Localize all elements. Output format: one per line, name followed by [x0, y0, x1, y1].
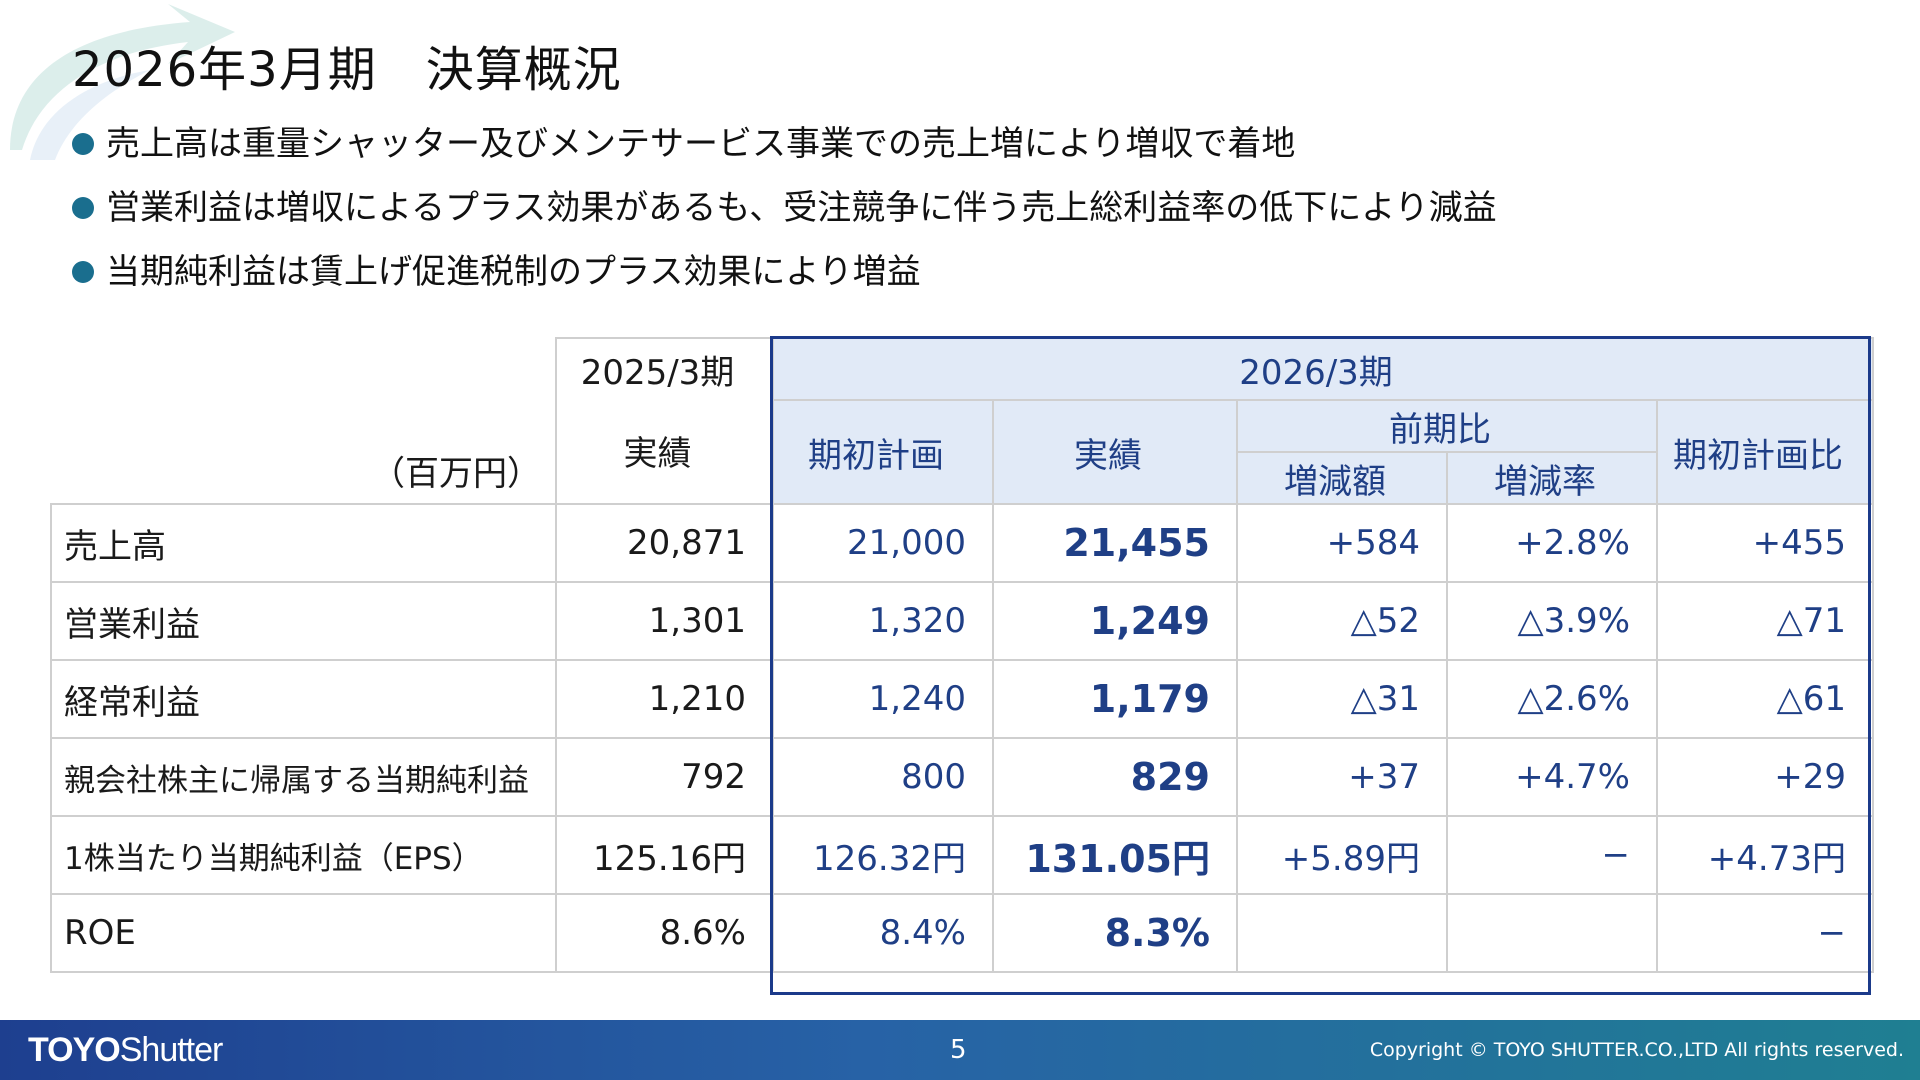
unit-cell: （百万円） — [51, 338, 557, 505]
plan-value: 8.4% — [772, 893, 994, 973]
prev-actual-value: 1,210 — [555, 659, 774, 739]
actual-value: 1,249 — [992, 581, 1238, 661]
prev-actual-value: 792 — [555, 737, 774, 817]
bullet-dot-icon — [72, 197, 94, 219]
actual-value: 8.3% — [992, 893, 1238, 973]
prev-period-header: 2025/3期 — [555, 337, 774, 400]
vs-plan-value: △61 — [1656, 659, 1874, 739]
page-title: 2026年3月期 決算概況 — [72, 42, 622, 98]
unit-label: （百万円） — [371, 454, 541, 494]
swoosh-decoration — [10, 4, 235, 160]
vs-plan-value: +29 — [1656, 737, 1874, 817]
prev-actual-header: 実績 — [555, 400, 774, 505]
plan-value: 1,240 — [772, 659, 994, 739]
table-row: 1株当たり当期純利益（EPS） 125.16円 126.32円 131.05円 … — [50, 815, 1874, 895]
actual-value: 1,179 — [992, 659, 1238, 739]
prev-actual-value: 20,871 — [555, 503, 774, 583]
yoy-amount-value: +5.89円 — [1236, 815, 1448, 895]
yoy-rate-value: +2.8% — [1446, 503, 1658, 583]
yoy-amount-value: +37 — [1236, 737, 1448, 817]
bullet-text: 当期純利益は賃上げ促進税制のプラス効果により増益 — [106, 252, 921, 292]
yoy-amount-value: +584 — [1236, 503, 1448, 583]
vs-plan-header: 期初計画比 — [1656, 399, 1874, 505]
row-label: ROE — [50, 893, 557, 973]
bullet-item: 営業利益は増収によるプラス効果があるも、受注競争に伴う売上総利益率の低下により減… — [72, 182, 1497, 246]
yoy-rate-value: − — [1446, 815, 1658, 895]
page-number: 5 — [950, 1035, 967, 1065]
bullet-list: 売上高は重量シャッター及びメンテサービス事業での売上増により増収で着地 営業利益… — [72, 118, 1497, 310]
table-row: 営業利益 1,301 1,320 1,249 △52 △3.9% △71 — [50, 581, 1874, 661]
vs-plan-value: − — [1656, 893, 1874, 973]
yoy-rate-value: +4.7% — [1446, 737, 1658, 817]
bullet-text: 売上高は重量シャッター及びメンテサービス事業での売上増により増収で着地 — [106, 124, 1296, 164]
plan-value: 126.32円 — [772, 815, 994, 895]
plan-header: 期初計画 — [772, 399, 994, 505]
yoy-rate-value: △2.6% — [1446, 659, 1658, 739]
plan-value: 800 — [772, 737, 994, 817]
row-label: 1株当たり当期純利益（EPS） — [50, 815, 557, 895]
yoy-amount-header: 増減額 — [1236, 451, 1448, 505]
yoy-amount-value — [1236, 893, 1448, 973]
vs-plan-value: +455 — [1656, 503, 1874, 583]
prev-actual-value: 125.16円 — [555, 815, 774, 895]
bullet-dot-icon — [72, 261, 94, 283]
table-row: 売上高 20,871 21,000 21,455 +584 +2.8% +455 — [50, 503, 1874, 583]
financial-summary-table: （百万円） 2025/3期 2026/3期 実績 期初計画 実績 前期比 期初計… — [50, 337, 1874, 973]
copyright-text: Copyright © TOYO SHUTTER.CO.,LTD All rig… — [1369, 1039, 1904, 1061]
bullet-item: 売上高は重量シャッター及びメンテサービス事業での売上増により増収で着地 — [72, 118, 1497, 182]
plan-value: 1,320 — [772, 581, 994, 661]
table-row: ROE 8.6% 8.4% 8.3% − — [50, 893, 1874, 973]
plan-value: 21,000 — [772, 503, 994, 583]
actual-value: 829 — [992, 737, 1238, 817]
company-logo: TOYOShutter — [28, 1031, 223, 1069]
yoy-amount-value: △31 — [1236, 659, 1448, 739]
yoy-rate-value: △3.9% — [1446, 581, 1658, 661]
table-row: 経常利益 1,210 1,240 1,179 △31 △2.6% △61 — [50, 659, 1874, 739]
actual-value: 131.05円 — [992, 815, 1238, 895]
table-row: 親会社株主に帰属する当期純利益 792 800 829 +37 +4.7% +2… — [50, 737, 1874, 817]
row-label: 親会社株主に帰属する当期純利益 — [50, 737, 557, 817]
yoy-rate-header: 増減率 — [1446, 451, 1658, 505]
bullet-dot-icon — [72, 133, 94, 155]
yoy-rate-value — [1446, 893, 1658, 973]
vs-plan-value: △71 — [1656, 581, 1874, 661]
row-label: 売上高 — [50, 503, 557, 583]
cur-period-header: 2026/3期 — [772, 337, 1874, 401]
actual-value: 21,455 — [992, 503, 1238, 583]
footer-bar: TOYOShutter 5 Copyright © TOYO SHUTTER.C… — [0, 1020, 1920, 1080]
prev-actual-value: 1,301 — [555, 581, 774, 661]
vs-plan-value: +4.73円 — [1656, 815, 1874, 895]
bullet-item: 当期純利益は賃上げ促進税制のプラス効果により増益 — [72, 246, 1497, 310]
prev-actual-value: 8.6% — [555, 893, 774, 973]
row-label: 営業利益 — [50, 581, 557, 661]
row-label: 経常利益 — [50, 659, 557, 739]
bullet-text: 営業利益は増収によるプラス効果があるも、受注競争に伴う売上総利益率の低下により減… — [106, 188, 1497, 228]
yoy-header: 前期比 — [1236, 399, 1658, 453]
actual-header: 実績 — [992, 399, 1238, 505]
yoy-amount-value: △52 — [1236, 581, 1448, 661]
